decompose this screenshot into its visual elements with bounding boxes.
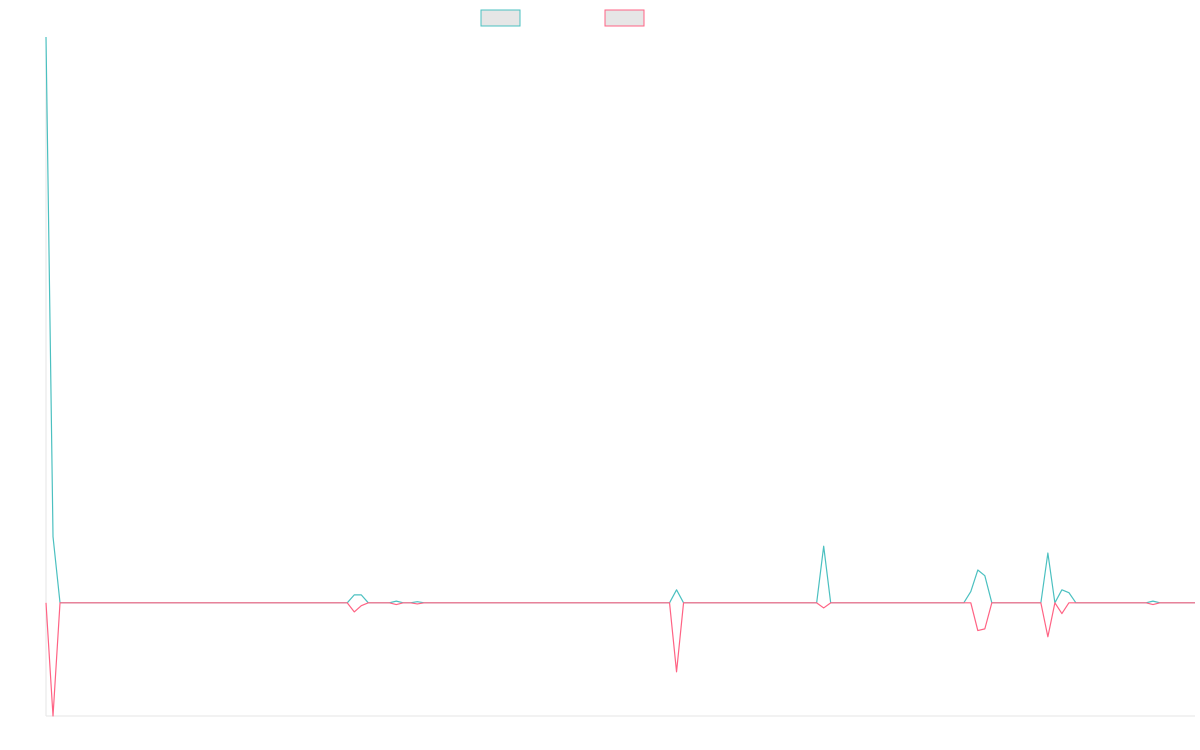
legend-swatch	[480, 9, 521, 27]
data-line	[45, 36, 1195, 604]
legend-swatch	[604, 9, 645, 27]
data-line	[45, 602, 1195, 717]
